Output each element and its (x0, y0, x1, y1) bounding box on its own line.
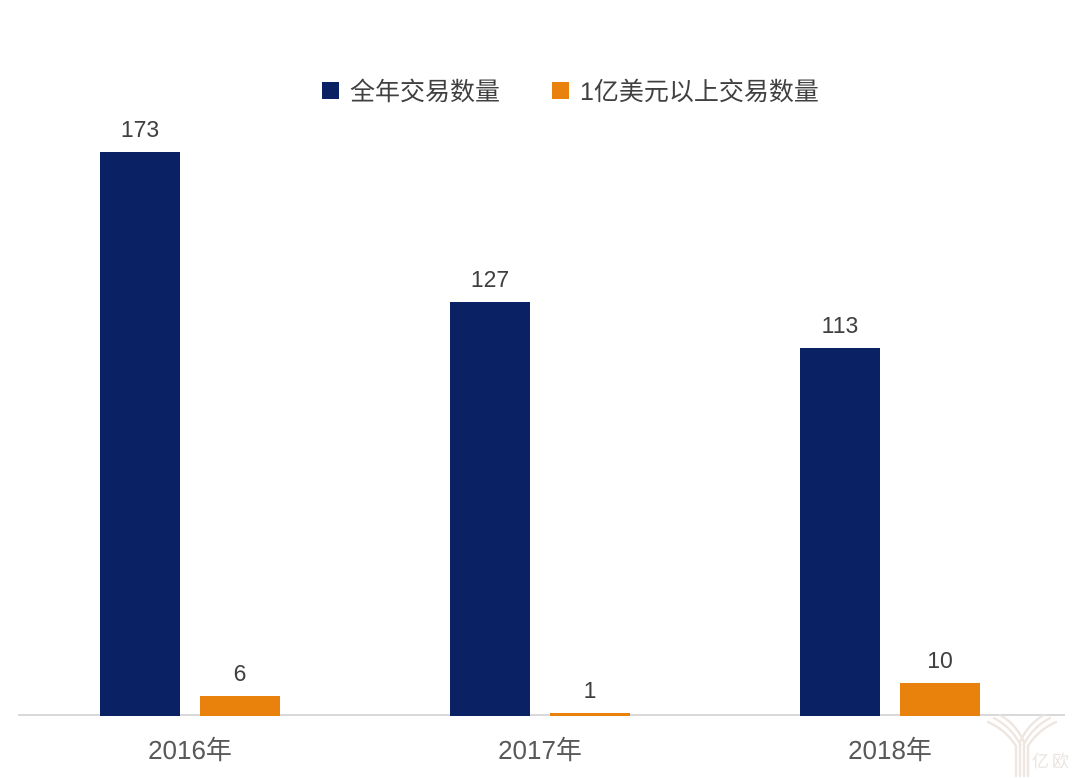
bar-value-label: 10 (927, 647, 953, 673)
bar-series2-2018年 (900, 683, 980, 716)
legend-item-large-deals: 1亿美元以上交易数量 (552, 72, 819, 108)
bar-series2-2017年 (550, 713, 630, 716)
bar-value-label: 6 (233, 660, 247, 686)
bar-value-label: 173 (120, 116, 160, 142)
legend-label-large-deals: 1亿美元以上交易数量 (580, 78, 819, 106)
yiou-watermark: 亿欧 (984, 714, 1076, 778)
legend-swatch-orange-icon (552, 81, 570, 99)
legend-swatch-navy-icon (322, 81, 339, 99)
bar-value-label: 113 (821, 312, 859, 338)
legend-item-total-deals: 全年交易数量 (322, 72, 500, 108)
x-axis-label: 2017年 (498, 735, 582, 765)
bar-series2-2016年 (200, 696, 280, 716)
x-axis-label: 2018年 (848, 735, 932, 765)
x-axis-label: 2016年 (148, 735, 232, 765)
bar-series1-2016年 (100, 152, 180, 716)
yiou-logo-icon (986, 714, 1058, 778)
bar-value-label: 1 (583, 677, 597, 703)
bar-value-label: 127 (470, 266, 510, 292)
bar-series1-2018年 (800, 348, 880, 716)
legend-label-total-deals: 全年交易数量 (350, 78, 501, 106)
chart-legend: 全年交易数量 1亿美元以上交易数量 (322, 72, 819, 108)
bar-series1-2017年 (450, 302, 530, 716)
yiou-watermark-text: 亿欧 (1032, 752, 1072, 771)
x-axis-baseline (18, 714, 1065, 716)
